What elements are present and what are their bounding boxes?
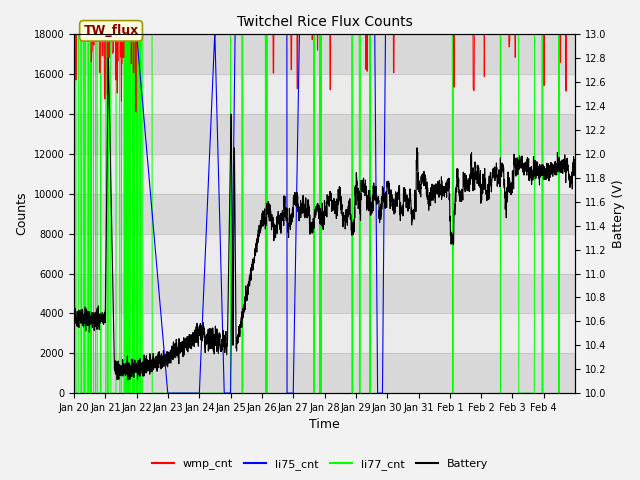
Bar	[74, 313, 575, 353]
X-axis label: Time: Time	[309, 419, 340, 432]
Bar	[74, 353, 575, 393]
Y-axis label: Counts: Counts	[15, 192, 28, 236]
Bar	[74, 74, 575, 114]
Bar	[74, 274, 575, 313]
Title: Twitchel Rice Flux Counts: Twitchel Rice Flux Counts	[237, 15, 412, 29]
Y-axis label: Battery (V): Battery (V)	[612, 180, 625, 248]
Bar	[74, 35, 575, 74]
Legend: wmp_cnt, li75_cnt, li77_cnt, Battery: wmp_cnt, li75_cnt, li77_cnt, Battery	[147, 455, 493, 474]
Bar	[74, 194, 575, 234]
Text: TW_flux: TW_flux	[83, 24, 139, 37]
Bar	[74, 234, 575, 274]
Bar	[74, 114, 575, 154]
Bar	[74, 154, 575, 194]
